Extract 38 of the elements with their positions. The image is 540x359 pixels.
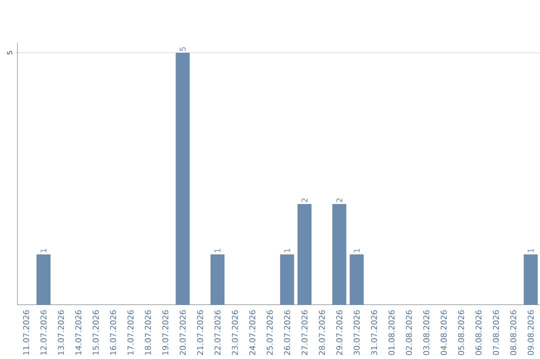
x-tick-label: 27.07.2026 [301, 310, 308, 356]
x-tick-label: 23.07.2026 [232, 310, 238, 356]
data-label: 2 [302, 198, 308, 202]
x-tick-label: 07.08.2026 [492, 310, 499, 356]
x-tick-label: 20.07.2026 [180, 310, 186, 356]
x-tick-label: 24.07.2026 [249, 310, 256, 356]
x-tick-label: 18.07.2026 [144, 310, 151, 355]
x-tick-label: 09.08.2026 [528, 310, 534, 356]
x-tick-label: 31.07.2026 [371, 310, 378, 355]
x-tick-label: 16.07.2026 [110, 310, 116, 355]
x-tick-label: 19.07.2026 [162, 310, 168, 355]
x-tick-label: 26.07.2026 [284, 310, 290, 356]
x-tick-label: 28.07.2026 [318, 310, 325, 356]
x-tick-label: 01.08.2026 [388, 310, 395, 356]
x-tick-label: 17.07.2026 [127, 310, 134, 355]
x-tick-label: 04.08.2026 [440, 310, 447, 356]
x-tick-label: 06.08.2026 [475, 310, 482, 356]
x-tick-label: 29.07.2026 [336, 310, 342, 356]
data-label: 2 [336, 198, 342, 202]
x-tick-label: 11.07.2026 [23, 310, 30, 355]
x-tick-label: 25.07.2026 [266, 310, 273, 356]
x-tick-label: 14.07.2026 [75, 310, 82, 355]
data-label: 5 [180, 47, 186, 52]
x-tick-label: 15.07.2026 [92, 310, 99, 355]
x-tick-label: 21.07.2026 [197, 310, 204, 356]
x-tick-label: 05.08.2026 [458, 310, 464, 356]
x-tick-label: 22.07.2026 [214, 310, 221, 356]
data-label: 1 [214, 248, 220, 252]
data-label: 1 [284, 248, 290, 252]
x-tick-label: 12.07.2026 [40, 310, 47, 355]
x-tick-label: 30.07.2026 [354, 310, 360, 355]
x-tick-label: 08.08.2026 [510, 310, 516, 356]
data-label: 1 [528, 248, 534, 252]
data-label: 1 [354, 248, 360, 252]
x-tick-label: 03.08.2026 [423, 310, 430, 356]
x-tick-label: 13.07.2026 [58, 310, 64, 355]
x-tick-label: 02.08.2026 [406, 310, 412, 356]
data-label: 1 [40, 248, 46, 252]
